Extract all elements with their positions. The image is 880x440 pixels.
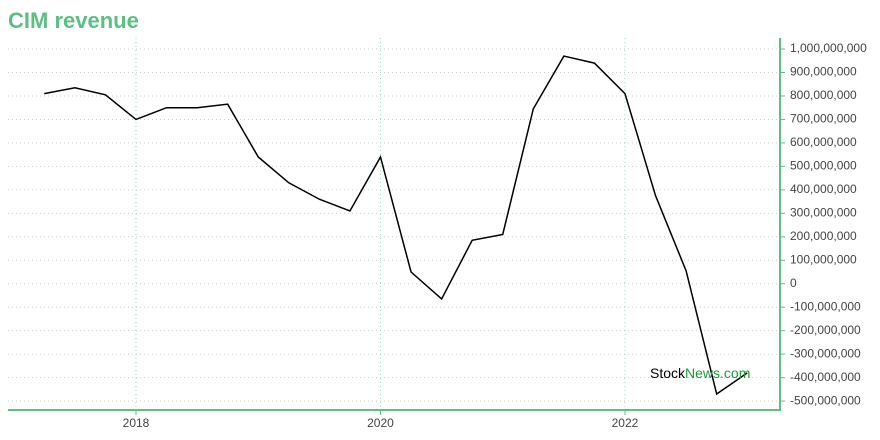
- y-tick-label: 300,000,000: [790, 205, 857, 219]
- y-tick-label: 700,000,000: [790, 112, 857, 126]
- watermark: StockNews.com: [650, 365, 750, 381]
- y-tick-label: -300,000,000: [790, 346, 861, 360]
- y-tick-label: 0: [790, 276, 797, 290]
- y-tick-label: 900,000,000: [790, 65, 857, 79]
- y-tick-label: -100,000,000: [790, 299, 861, 313]
- x-tick-label: 2022: [612, 416, 639, 430]
- chart-title: CIM revenue: [8, 8, 139, 33]
- y-tick-label: 600,000,000: [790, 135, 857, 149]
- x-tick-label: 2020: [367, 416, 394, 430]
- y-tick-label: 100,000,000: [790, 252, 857, 266]
- line: [44, 55, 748, 396]
- watermark-news: News.com: [685, 365, 750, 381]
- y-tick-label: 200,000,000: [790, 229, 857, 243]
- watermark-stock: Stock: [650, 365, 686, 381]
- y-tick-label: 800,000,000: [790, 88, 857, 102]
- y-tick-label: -500,000,000: [790, 393, 861, 407]
- y-tick-label: 400,000,000: [790, 182, 857, 196]
- x-tick-label: 2018: [123, 416, 150, 430]
- y-tick-label: 1,000,000,000: [790, 41, 867, 55]
- y-tick-label: -200,000,000: [790, 323, 861, 337]
- y-tick-label: -400,000,000: [790, 370, 861, 384]
- y-tick-label: 500,000,000: [790, 159, 857, 173]
